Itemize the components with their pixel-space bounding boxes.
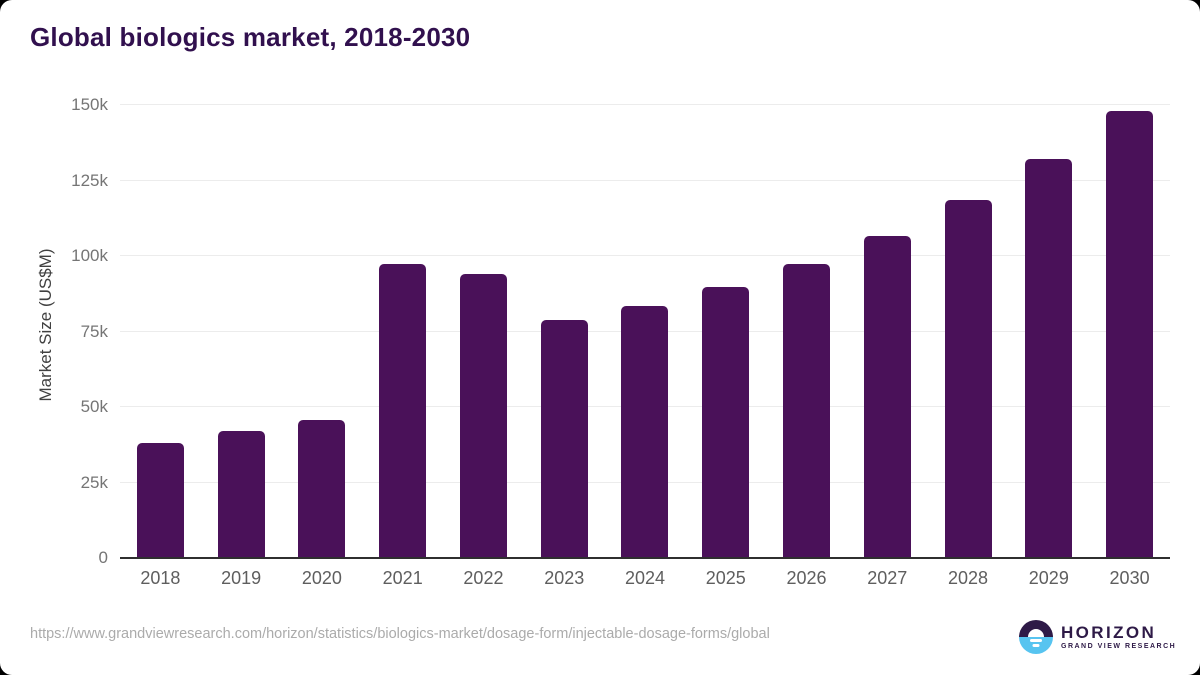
x-tick-label-2028: 2028	[948, 568, 989, 588]
bar-2026	[783, 263, 830, 558]
x-tick-label-2029: 2029	[1028, 568, 1069, 588]
x-tick-label-2020: 2020	[301, 568, 342, 588]
bar-2028	[944, 199, 992, 558]
water-reflection-line	[1030, 639, 1042, 642]
sun-shape	[1028, 629, 1044, 637]
x-tick-label-2018: 2018	[140, 568, 181, 588]
x-tick-label-2026: 2026	[786, 568, 827, 588]
bar-2023	[540, 319, 588, 558]
bar-2029	[1025, 159, 1073, 558]
bar-2030	[1106, 111, 1154, 558]
bar-slot-2029	[1008, 105, 1089, 558]
y-axis-tick-labels: 0 25k 50k 75k 100k 125k 150k	[38, 96, 108, 567]
x-tick-label-2022: 2022	[463, 568, 504, 588]
bar-slot-2024	[605, 105, 686, 558]
bar-2027	[863, 235, 911, 558]
x-tick-label-2023: 2023	[544, 568, 585, 588]
x-axis-tick-labels: 2018 2019 2020 2021 2022 2023 2024 2025 2026 2027…	[120, 568, 1170, 589]
y-tick-label: 25k	[80, 472, 108, 492]
bar-slot-2025	[685, 105, 766, 558]
gridline-150k	[120, 104, 1170, 105]
page-title: Global biologics market, 2018-2030	[30, 22, 471, 52]
x-tick-label-2024: 2024	[624, 568, 665, 588]
bar-2020	[298, 420, 346, 558]
bar-2024	[621, 306, 669, 558]
y-tick-label: 150k	[71, 95, 108, 114]
x-axis-line	[120, 557, 1170, 559]
bar-2022	[459, 274, 507, 558]
bar-slot-2026	[766, 105, 847, 558]
bar-slot-2021	[362, 105, 443, 558]
gridline-125k	[120, 179, 1170, 181]
y-tick-label: 75k	[80, 321, 108, 341]
bar-2025	[702, 287, 750, 558]
logo-company-name: GRAND VIEW RESEARCH	[1061, 643, 1177, 650]
bar-slot-2027	[847, 105, 928, 558]
water-reflection-line	[1032, 644, 1040, 647]
bar-2021	[379, 263, 427, 558]
y-tick-label: 100k	[71, 246, 108, 265]
bar-series	[120, 105, 1170, 558]
y-tick-label: 0	[98, 548, 108, 567]
x-tick-label-2027: 2027	[867, 568, 908, 588]
bar-slot-2019	[201, 105, 282, 558]
horizon-sun-over-water-icon	[1019, 620, 1053, 654]
x-tick-label-2025: 2025	[705, 568, 746, 588]
x-tick-label-2021: 2021	[382, 568, 423, 588]
y-tick-label: 125k	[71, 170, 108, 190]
bar-slot-2023	[524, 105, 605, 558]
bar-slot-2028	[928, 105, 1009, 558]
gridline-100k	[120, 255, 1170, 256]
bar-2018	[136, 442, 184, 558]
logo-text: HORIZON GRAND VIEW RESEARCH	[1061, 623, 1177, 651]
x-tick-label-2019: 2019	[221, 568, 262, 588]
bar-slot-2030	[1089, 105, 1170, 558]
bar-slot-2022	[443, 105, 524, 558]
x-tick-label-2030: 2030	[1109, 568, 1150, 588]
bar-slot-2018	[120, 105, 201, 558]
source-url: https://www.grandviewresearch.com/horizo…	[30, 626, 770, 642]
bar-2019	[217, 430, 265, 558]
plot-area	[120, 104, 1170, 559]
horizon-logo: HORIZON GRAND VIEW RESEARCH	[1019, 620, 1176, 654]
y-tick-label: 50k	[80, 397, 108, 416]
logo-brand-name: HORIZON	[1061, 623, 1157, 642]
bar-slot-2020	[282, 105, 363, 558]
